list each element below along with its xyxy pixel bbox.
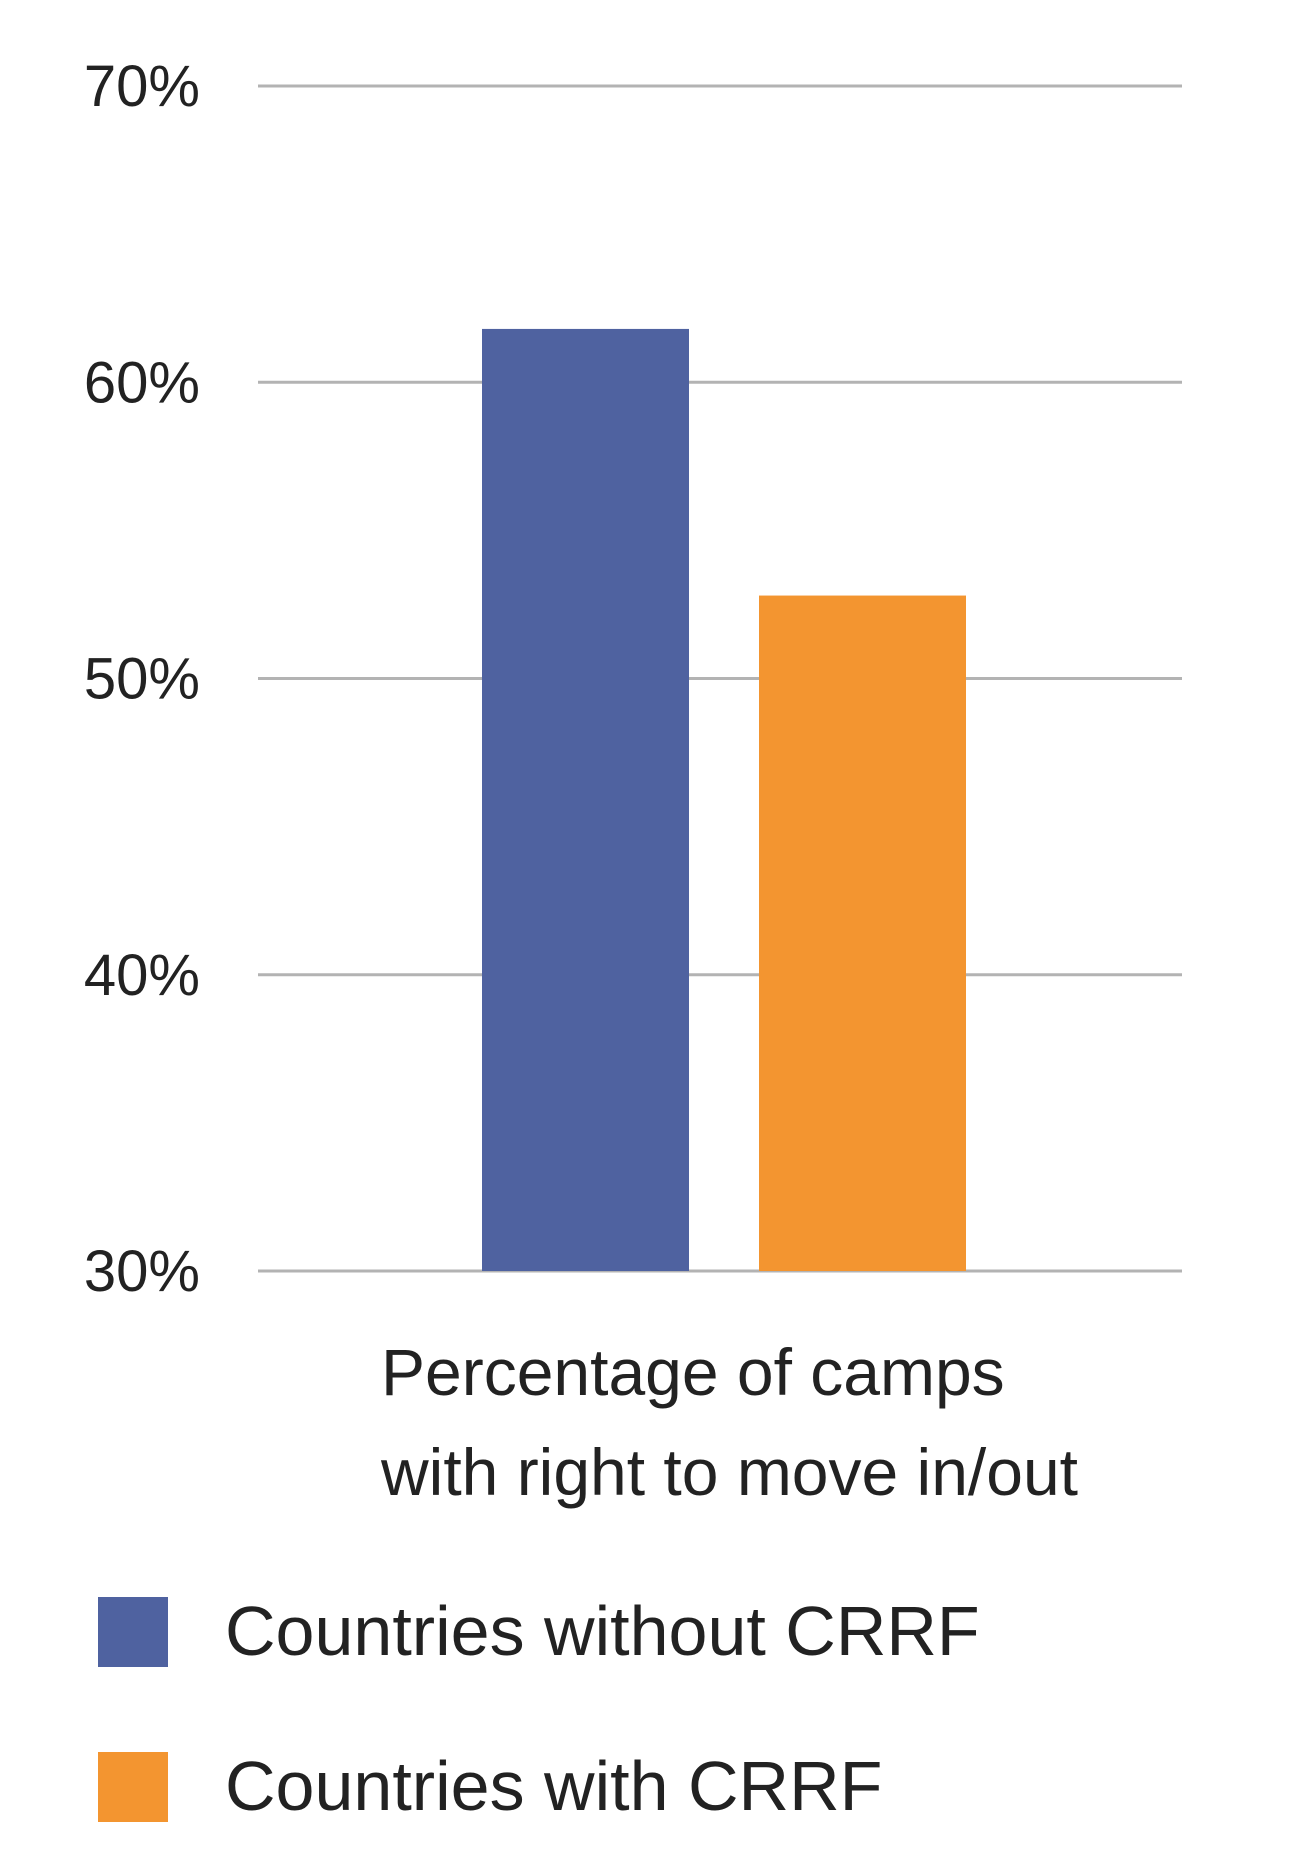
legend-label: Countries with CRRF: [225, 1747, 882, 1825]
x-category-label-line: Percentage of camps: [381, 1335, 1005, 1409]
y-tick-label: 60%: [84, 350, 200, 415]
x-axis-category-label: Percentage of camps with right to move in…: [380, 1335, 1078, 1509]
bar-with-crrf: [759, 595, 966, 1271]
y-axis-ticks: 30% 40% 50% 60% 70%: [84, 54, 200, 1304]
y-tick-label: 50%: [84, 647, 200, 712]
legend-swatch: [98, 1597, 168, 1667]
legend-swatch: [98, 1752, 168, 1822]
gridlines: [258, 84, 1182, 1273]
x-category-label-line: with right to move in/out: [380, 1435, 1078, 1509]
legend: Countries without CRRF Countries with CRR…: [98, 1592, 980, 1825]
bar-without-crrf: [482, 328, 689, 1271]
y-tick-label: 30%: [84, 1239, 200, 1304]
y-tick-label: 40%: [84, 943, 200, 1008]
legend-label: Countries without CRRF: [225, 1592, 980, 1670]
y-tick-label: 70%: [84, 54, 200, 119]
bars: [482, 328, 966, 1271]
